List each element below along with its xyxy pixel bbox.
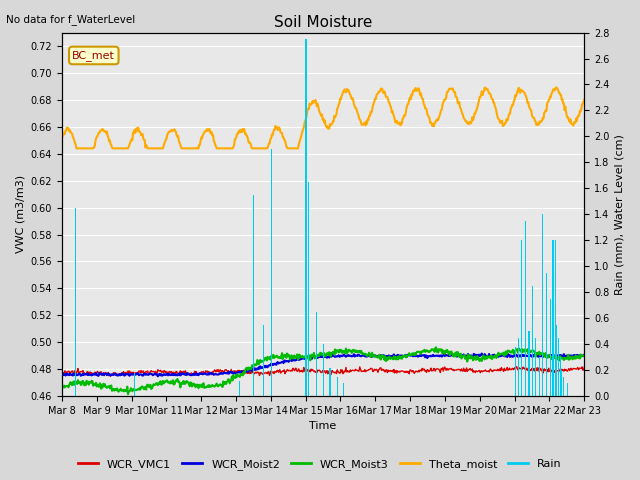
Bar [525, 221, 526, 396]
Bar [532, 286, 533, 396]
Bar [556, 324, 557, 396]
Legend: WCR_VMC1, WCR_Moist2, WCR_Moist3, Theta_moist, Rain: WCR_VMC1, WCR_Moist2, WCR_Moist3, Theta_… [74, 455, 566, 474]
Bar [239, 381, 240, 396]
Y-axis label: VWC (m3/m3): VWC (m3/m3) [15, 175, 25, 253]
Bar [75, 208, 76, 396]
Bar [134, 373, 135, 396]
Bar [323, 344, 324, 396]
Text: BC_met: BC_met [72, 50, 115, 61]
Bar [316, 312, 317, 396]
Bar [263, 324, 264, 396]
Y-axis label: Rain (mm), Water Level (cm): Rain (mm), Water Level (cm) [615, 134, 625, 295]
Bar [558, 338, 559, 396]
Bar [546, 273, 547, 396]
Bar [567, 383, 568, 396]
Bar [253, 195, 254, 396]
Bar [563, 377, 564, 396]
Bar [305, 39, 307, 396]
Title: Soil Moisture: Soil Moisture [274, 15, 372, 30]
Bar [337, 377, 338, 396]
Bar [343, 383, 344, 396]
X-axis label: Time: Time [309, 421, 337, 432]
Bar [515, 347, 516, 396]
Bar [535, 338, 536, 396]
Bar [521, 240, 522, 396]
Bar [542, 215, 543, 396]
Bar [555, 240, 556, 396]
Bar [552, 240, 554, 396]
Text: No data for f_WaterLevel: No data for f_WaterLevel [6, 14, 136, 25]
Bar [308, 182, 310, 396]
Bar [539, 357, 540, 396]
Bar [561, 370, 563, 396]
Bar [560, 357, 561, 396]
